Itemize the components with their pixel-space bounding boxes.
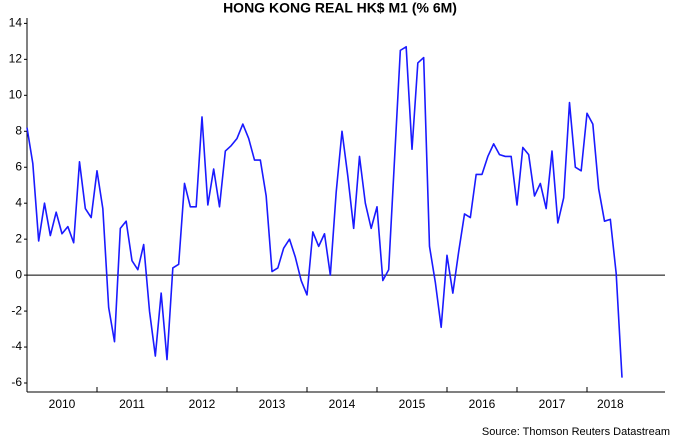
y-tick-label: 8 — [15, 123, 22, 137]
x-tick-label: 2016 — [469, 397, 496, 411]
x-tick-label: 2017 — [539, 397, 566, 411]
chart-title: HONG KONG REAL HK$ M1 (% 6M) — [223, 0, 457, 16]
x-tick-label: 2015 — [399, 397, 426, 411]
y-tick-label: 10 — [9, 87, 23, 101]
source-note: Source: Thomson Reuters Datastream — [482, 426, 670, 438]
y-tick-label: -2 — [11, 303, 22, 317]
y-tick-label: -4 — [11, 339, 22, 353]
y-tick-label: 6 — [15, 159, 22, 173]
x-tick-label: 2012 — [189, 397, 216, 411]
x-tick-label: 2010 — [49, 397, 76, 411]
y-tick-label: 14 — [9, 16, 23, 30]
y-tick-label: 4 — [15, 195, 22, 209]
y-tick-label: -6 — [11, 375, 22, 389]
x-tick-label: 2014 — [329, 397, 356, 411]
y-tick-label: 2 — [15, 231, 22, 245]
y-tick-label: 0 — [15, 267, 22, 281]
x-tick-label: 2013 — [259, 397, 286, 411]
x-tick-label: 2011 — [119, 397, 145, 411]
y-tick-label: 12 — [9, 52, 23, 66]
data-line — [26, 45, 623, 378]
x-tick-label: 2018 — [597, 397, 624, 411]
